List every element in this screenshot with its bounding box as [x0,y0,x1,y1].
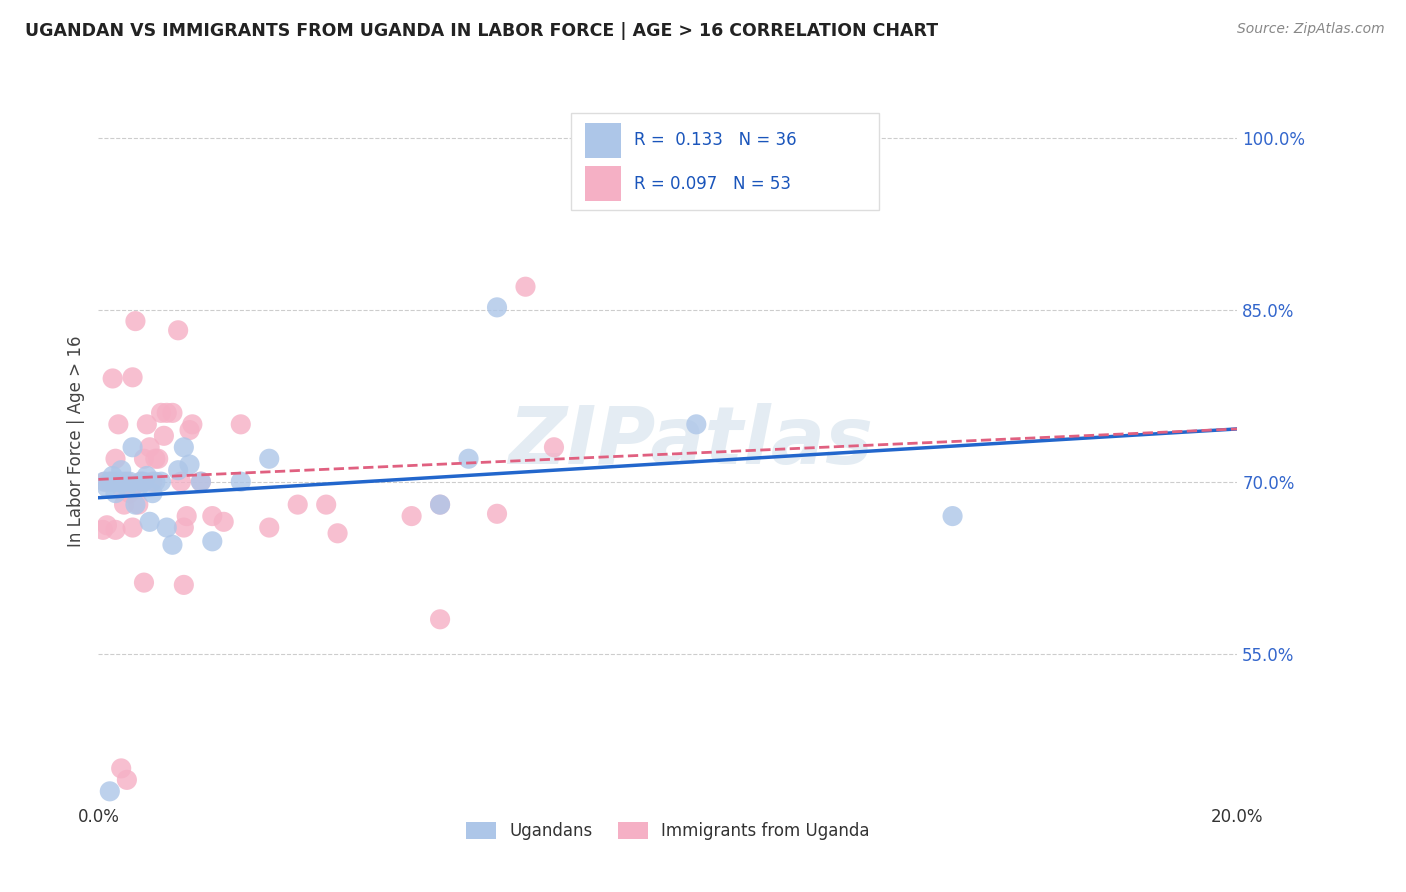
Point [150,406,173,420]
Point [104,486,127,500]
Point [167,323,190,337]
Point [315,498,337,512]
Point [486,301,509,315]
Point [121,480,143,494]
Point [543,440,565,454]
Point [326,526,349,541]
Point [107,417,129,432]
Point [112,475,135,489]
Point [429,498,451,512]
Point [138,440,160,454]
Point [141,486,163,500]
Point [101,475,124,489]
Bar [585,123,621,158]
Point [104,523,127,537]
Point [127,480,149,494]
Point [429,498,451,512]
Point [121,440,143,454]
Point [115,475,138,489]
Point [115,480,138,494]
Point [135,417,157,432]
Point [121,370,143,384]
Point [112,498,135,512]
Point [201,534,224,549]
Point [127,498,149,512]
Point [942,509,965,524]
Point [173,578,195,592]
Point [145,451,167,466]
Point [132,575,155,590]
Point [429,612,451,626]
Point [132,451,155,466]
Point [153,429,176,443]
Point [118,475,141,489]
Point [115,772,138,787]
Text: R =  0.133   N = 36: R = 0.133 N = 36 [634,131,796,149]
Point [486,507,509,521]
Point [93,475,115,489]
Point [110,480,132,494]
Point [685,417,707,432]
FancyBboxPatch shape [571,112,879,211]
Point [156,406,179,420]
Point [190,475,212,489]
Point [176,509,198,524]
Point [129,475,152,489]
Point [98,475,121,489]
Point [173,440,195,454]
Point [179,423,201,437]
Point [179,458,201,472]
Point [124,498,146,512]
Point [96,480,118,494]
Text: ZIPatlas: ZIPatlas [508,402,873,481]
Point [229,417,252,432]
Point [457,451,479,466]
Point [170,475,193,489]
Point [104,475,127,489]
Point [145,475,167,489]
Text: Source: ZipAtlas.com: Source: ZipAtlas.com [1237,22,1385,37]
Y-axis label: In Labor Force | Age > 16: In Labor Force | Age > 16 [66,335,84,548]
Point [94,475,117,489]
Text: UGANDAN VS IMMIGRANTS FROM UGANDA IN LABOR FORCE | AGE > 16 CORRELATION CHART: UGANDAN VS IMMIGRANTS FROM UGANDA IN LAB… [25,22,938,40]
Point [401,509,423,524]
Point [515,279,537,293]
Point [91,523,114,537]
Point [201,509,224,524]
Point [98,784,121,798]
Text: R = 0.097   N = 53: R = 0.097 N = 53 [634,175,790,193]
Point [229,475,252,489]
Bar [585,166,621,201]
Point [135,469,157,483]
Point [156,520,179,534]
Point [173,520,195,534]
Point [118,486,141,500]
Point [110,463,132,477]
Point [96,518,118,533]
Point [101,469,124,483]
Point [167,463,190,477]
Legend: Ugandans, Immigrants from Uganda: Ugandans, Immigrants from Uganda [458,814,877,848]
Point [259,520,281,534]
Point [162,538,184,552]
Point [129,475,152,489]
Point [104,451,127,466]
Point [190,475,212,489]
Point [121,520,143,534]
Point [148,451,170,466]
Point [287,498,309,512]
Point [162,406,184,420]
Point [138,515,160,529]
Point [107,475,129,489]
Point [141,475,163,489]
Point [101,371,124,385]
Point [98,475,121,489]
Point [259,451,281,466]
Point [132,475,155,489]
Point [150,475,173,489]
Point [212,515,235,529]
Point [110,761,132,775]
Point [124,314,146,328]
Point [181,417,204,432]
